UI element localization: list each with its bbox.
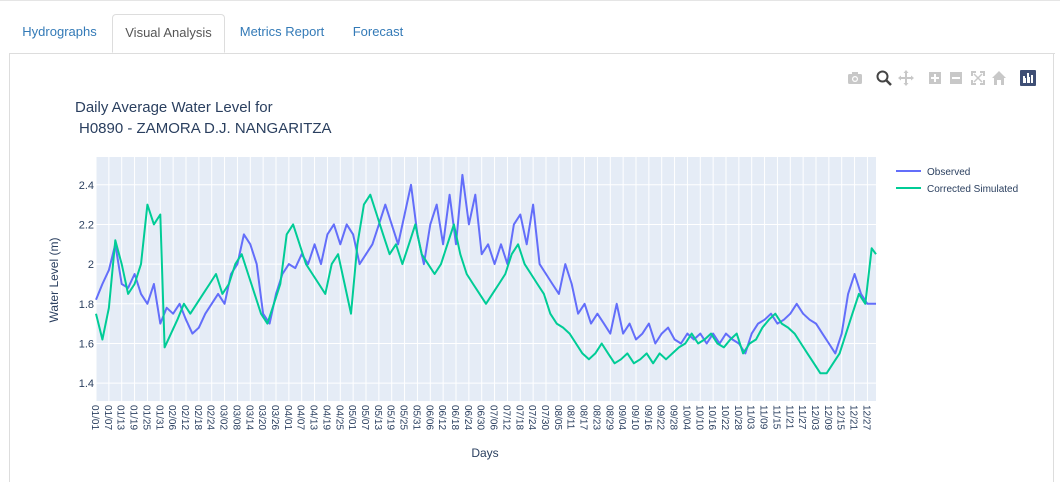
- x-tick-label: 12/21: [848, 405, 859, 430]
- x-tick-label: 08/29: [603, 405, 614, 430]
- x-tick-label: 04/25: [333, 405, 344, 430]
- x-tick-label: 05/01: [346, 405, 357, 430]
- y-tick-label: 1.8: [79, 299, 94, 311]
- x-tick-label: 08/17: [578, 405, 589, 430]
- x-tick-label: 08/05: [552, 405, 563, 430]
- x-tick-label: 08/11: [565, 405, 576, 430]
- x-tick-label: 12/15: [835, 405, 846, 430]
- y-tick-label: 2.2: [79, 219, 94, 231]
- x-tick-label: 03/26: [269, 405, 280, 430]
- y-axis-label: Water Level (m): [47, 238, 61, 323]
- x-tick-label: 05/07: [359, 405, 370, 430]
- x-tick-label: 05/19: [385, 405, 396, 430]
- tab-forecast[interactable]: Forecast: [352, 24, 404, 39]
- legend-label[interactable]: Observed: [927, 167, 970, 178]
- x-tick-label: 02/06: [166, 405, 177, 430]
- x-tick-label: 12/09: [822, 405, 833, 430]
- tab-bar: Hydrographs Visual Analysis Metrics Repo…: [9, 14, 1055, 54]
- x-tick-label: 01/25: [140, 405, 151, 430]
- x-tick-label: 02/24: [205, 405, 216, 430]
- y-tick-label: 2.4: [79, 180, 94, 192]
- x-tick-label: 09/22: [655, 405, 666, 430]
- x-tick-label: 07/12: [500, 405, 511, 430]
- x-tick-label: 06/24: [462, 405, 473, 430]
- chart-title: Daily Average Water Level for: [75, 99, 273, 116]
- x-tick-label: 05/13: [372, 405, 383, 430]
- tab-content-panel: [9, 53, 1054, 482]
- x-tick-label: 03/08: [230, 405, 241, 430]
- chart-subtitle: H0890 - ZAMORA D.J. NANGARITZA: [79, 120, 332, 137]
- tab-metrics-report[interactable]: Metrics Report: [239, 24, 325, 39]
- x-tick-label: 10/22: [719, 405, 730, 430]
- x-tick-label: 01/31: [153, 405, 164, 430]
- x-tick-label: 11/03: [745, 405, 756, 430]
- tab-hydrographs[interactable]: Hydrographs: [22, 24, 97, 39]
- x-tick-label: 07/18: [513, 405, 524, 430]
- x-tick-label: 01/19: [128, 405, 139, 430]
- x-tick-label: 04/07: [295, 405, 306, 430]
- x-tick-label: 09/16: [642, 405, 653, 430]
- series-corrected-simulated-line[interactable]: [95, 193, 877, 375]
- zoom-in-icon[interactable]: [927, 70, 943, 86]
- x-tick-label: 03/14: [243, 405, 254, 430]
- x-tick-label: 04/19: [320, 405, 331, 430]
- x-tick-label: 05/25: [398, 405, 409, 430]
- x-tick-label: 09/28: [668, 405, 679, 430]
- x-axis-ticks: 01/01 01/07 01/13 01/19 01/25 01/31 02/06 02/12…: [89, 405, 871, 430]
- x-tick-label: 03/02: [218, 405, 229, 430]
- x-tick-label: 08/23: [590, 405, 601, 430]
- x-tick-label: 01/01: [89, 405, 100, 430]
- x-tick-label: 06/18: [449, 405, 460, 430]
- x-tick-label: 04/13: [308, 405, 319, 430]
- x-tick-label: 10/10: [693, 405, 704, 430]
- x-tick-label: 07/06: [488, 405, 499, 430]
- x-tick-label: 02/12: [179, 405, 190, 430]
- x-tick-label: 09/10: [629, 405, 640, 430]
- plot-area[interactable]: [96, 157, 876, 401]
- x-tick-label: 11/27: [796, 405, 807, 430]
- x-tick-label: 02/18: [192, 405, 203, 430]
- grid-lines: [95, 157, 876, 401]
- zoom-out-icon[interactable]: [948, 70, 964, 86]
- x-tick-label: 10/28: [732, 405, 743, 430]
- x-tick-label: 06/06: [423, 405, 434, 430]
- x-tick-label: 07/24: [526, 405, 537, 430]
- camera-icon[interactable]: [847, 70, 863, 86]
- x-tick-label: 01/07: [102, 405, 113, 430]
- x-tick-label: 05/31: [410, 405, 421, 430]
- x-tick-label: 10/16: [706, 405, 717, 430]
- reset-axes-icon[interactable]: [991, 70, 1007, 86]
- tab-visual-analysis[interactable]: Visual Analysis: [112, 14, 225, 53]
- autoscale-icon[interactable]: [970, 70, 986, 86]
- x-tick-label: 07/30: [539, 405, 550, 430]
- y-tick-label: 1.6: [79, 338, 94, 350]
- x-tick-label: 03/20: [256, 405, 267, 430]
- y-tick-label: 1.4: [79, 378, 94, 390]
- x-axis-label: Days: [471, 446, 498, 460]
- x-tick-label: 06/12: [436, 405, 447, 430]
- pan-icon[interactable]: [898, 70, 914, 86]
- x-tick-label: 12/27: [860, 405, 871, 430]
- plotly-logo-icon[interactable]: [1020, 70, 1036, 86]
- legend-label[interactable]: Corrected Simulated: [927, 184, 1018, 195]
- x-tick-label: 10/04: [680, 405, 691, 430]
- zoom-icon[interactable]: [876, 70, 892, 86]
- x-tick-label: 12/03: [809, 405, 820, 430]
- series-layer: [95, 173, 877, 375]
- x-tick-label: 06/30: [475, 405, 486, 430]
- x-tick-label: 04/01: [282, 405, 293, 430]
- x-tick-label: 09/04: [616, 405, 627, 430]
- y-axis-ticks: 1.4 1.6 1.8 2 2.2 2.4: [79, 180, 94, 390]
- top-divider: [0, 0, 1060, 1]
- y-tick-label: 2: [88, 259, 94, 271]
- x-tick-label: 11/15: [770, 405, 781, 430]
- legend: Observed Corrected Simulated: [896, 167, 1018, 195]
- x-tick-label: 11/09: [758, 405, 769, 430]
- x-tick-label: 01/13: [115, 405, 126, 430]
- x-tick-label: 11/21: [783, 405, 794, 430]
